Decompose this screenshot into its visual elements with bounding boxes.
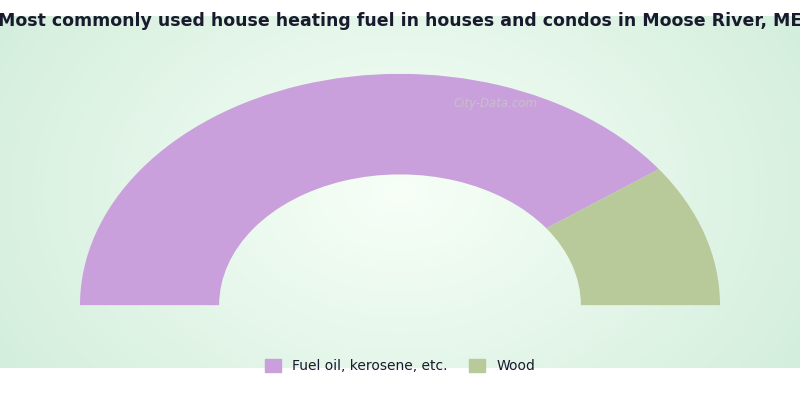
Legend: Fuel oil, kerosene, etc., Wood: Fuel oil, kerosene, etc., Wood bbox=[259, 354, 541, 379]
Text: Most commonly used house heating fuel in houses and condos in Moose River, ME: Most commonly used house heating fuel in… bbox=[0, 12, 800, 30]
Text: City-Data.com: City-Data.com bbox=[454, 98, 538, 110]
Wedge shape bbox=[546, 169, 720, 305]
Wedge shape bbox=[80, 74, 659, 305]
